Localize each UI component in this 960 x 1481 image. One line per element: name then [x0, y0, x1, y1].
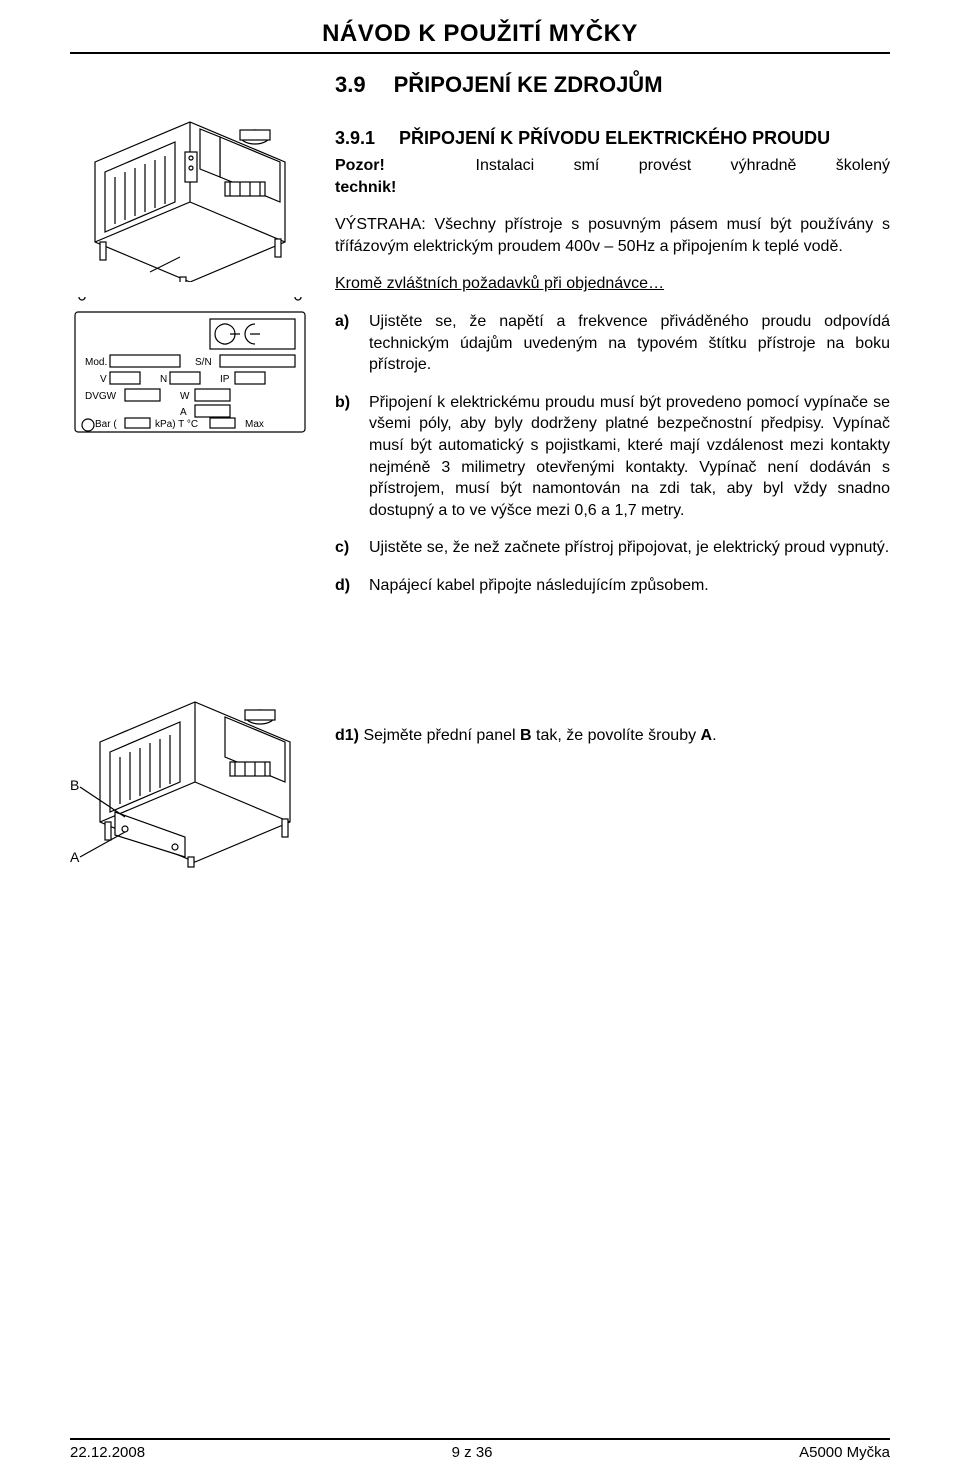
- subsection-heading: 3.9.1 PŘIPOJENÍ K PŘÍVODU ELEKTRICKÉHO P…: [335, 128, 890, 149]
- d1-before-b: Sejměte přední panel: [363, 727, 520, 744]
- list-text-c: Ujistěte se, že než začnete přístroj při…: [369, 537, 890, 559]
- label-v: V: [100, 374, 107, 385]
- right-column: 3.9 PŘIPOJENÍ KE ZDROJŮM 3.9.1 PŘIPOJENÍ…: [325, 72, 890, 892]
- nameplate-svg: Mod. S/N V N IP DVGW W: [70, 297, 310, 447]
- label-w: W: [180, 391, 190, 402]
- left-column: Mod. S/N V N IP DVGW W: [70, 72, 325, 892]
- pozor-tail: technik!: [335, 179, 396, 196]
- d1-mid: tak, že povolíte šrouby: [532, 727, 701, 744]
- header-rule: [70, 52, 890, 54]
- d1-paragraph: d1) Sejměte přední panel B tak, že povol…: [335, 727, 890, 745]
- illustration-nameplate: Mod. S/N V N IP DVGW W: [70, 297, 310, 447]
- footer-page: 9 z 36: [452, 1444, 493, 1461]
- illustration-dishwasher-iso: [70, 82, 310, 282]
- label-max: Max: [245, 419, 264, 430]
- pozor-mid: Instalaci smí provést výhradně školený: [476, 157, 890, 174]
- label-a: A: [180, 407, 187, 418]
- content-row: Mod. S/N V N IP DVGW W: [70, 72, 890, 892]
- footer-model: A5000 Myčka: [799, 1444, 890, 1461]
- d1-a: A: [701, 727, 713, 744]
- list-label-d: d): [335, 575, 359, 597]
- list-label-c: c): [335, 537, 359, 559]
- list-label-a: a): [335, 311, 359, 376]
- section-title: PŘIPOJENÍ KE ZDROJŮM: [394, 72, 663, 98]
- warning-pozor-tail: technik!: [335, 177, 890, 199]
- list-label-b: b): [335, 392, 359, 522]
- section-heading: 3.9 PŘIPOJENÍ KE ZDROJŮM: [335, 72, 890, 98]
- list-item-c: c) Ujistěte se, že než začnete přístroj …: [335, 537, 890, 559]
- list-text-a: Ujistěte se, že napětí a frekvence přivá…: [369, 311, 890, 376]
- d1-prefix: d1): [335, 727, 363, 744]
- d1-after: .: [712, 727, 716, 744]
- footer-rule: [70, 1438, 890, 1440]
- list-item-b: b) Připojení k elektrickému proudu musí …: [335, 392, 890, 522]
- footer: 22.12.2008 9 z 36 A5000 Myčka: [70, 1438, 890, 1461]
- callout-b: B: [70, 777, 79, 793]
- list-text-d: Napájecí kabel připojte následujícím způ…: [369, 575, 890, 597]
- pozor-label: Pozor!: [335, 157, 385, 174]
- front-panel-svg: B A: [70, 657, 310, 877]
- footer-date: 22.12.2008: [70, 1444, 145, 1461]
- ordered-list: a) Ujistěte se, že napětí a frekvence př…: [335, 311, 890, 597]
- subsection-number: 3.9.1: [335, 128, 375, 149]
- dishwasher-iso-svg: [70, 82, 310, 282]
- label-kpa: kPa) T °C: [155, 419, 198, 430]
- section-number: 3.9: [335, 72, 366, 98]
- label-dvgw: DVGW: [85, 391, 117, 402]
- callout-a: A: [70, 849, 80, 865]
- footer-row: 22.12.2008 9 z 36 A5000 Myčka: [70, 1444, 890, 1461]
- label-sn: S/N: [195, 357, 212, 368]
- list-item-a: a) Ujistěte se, že napětí a frekvence př…: [335, 311, 890, 376]
- label-bar: Bar (: [95, 419, 117, 430]
- list-text-b: Připojení k elektrickému proudu musí být…: [369, 392, 890, 522]
- label-mod: Mod.: [85, 357, 107, 368]
- warning-pozor: Pozor! Instalaci smí provést výhradně šk…: [335, 155, 890, 177]
- d1-b: B: [520, 727, 532, 744]
- list-item-d: d) Napájecí kabel připojte následujícím …: [335, 575, 890, 597]
- page: NÁVOD K POUŽITÍ MYČKY: [0, 0, 960, 1481]
- label-n: N: [160, 374, 167, 385]
- illustration-front-panel: B A: [70, 657, 310, 877]
- page-title: NÁVOD K POUŽITÍ MYČKY: [70, 20, 890, 48]
- krome-line: Kromě zvláštních požadavků při objednávc…: [335, 273, 890, 295]
- label-ip: IP: [220, 374, 230, 385]
- vystraha-paragraph: VÝSTRAHA: Všechny přístroje s posuvným p…: [335, 214, 890, 257]
- subsection-title: PŘIPOJENÍ K PŘÍVODU ELEKTRICKÉHO PROUDU: [399, 128, 890, 149]
